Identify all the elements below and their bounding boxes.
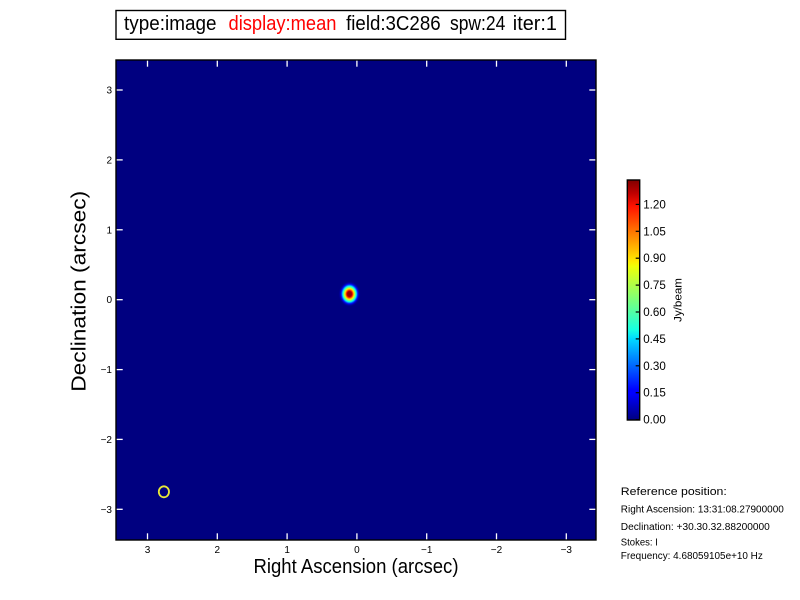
svg-text:Declination: +30.30.32.8820000: Declination: +30.30.32.88200000	[621, 522, 770, 533]
svg-text:1.05: 1.05	[643, 225, 666, 238]
svg-text:2: 2	[106, 155, 112, 166]
svg-text:−3: −3	[101, 505, 113, 516]
svg-text:−2: −2	[101, 435, 113, 446]
svg-text:spw:24: spw:24	[450, 13, 505, 35]
svg-text:field:3C286: field:3C286	[346, 13, 441, 35]
svg-text:2: 2	[215, 545, 221, 556]
svg-text:−2: −2	[491, 545, 503, 556]
svg-text:display:mean: display:mean	[229, 13, 337, 35]
svg-text:type:image: type:image	[124, 13, 217, 35]
svg-text:Declination (arcsec): Declination (arcsec)	[69, 191, 91, 392]
svg-text:0.30: 0.30	[643, 360, 666, 373]
svg-text:0.45: 0.45	[643, 333, 666, 346]
svg-text:Reference position:: Reference position:	[621, 486, 727, 498]
svg-text:0.75: 0.75	[643, 279, 666, 292]
svg-text:3: 3	[145, 545, 151, 556]
svg-text:1: 1	[284, 545, 290, 556]
svg-text:0.00: 0.00	[643, 414, 666, 427]
svg-text:−1: −1	[101, 365, 113, 376]
svg-text:−3: −3	[561, 545, 573, 556]
svg-text:3: 3	[106, 86, 112, 97]
svg-text:Jy/beam: Jy/beam	[673, 278, 685, 322]
svg-text:0.15: 0.15	[643, 387, 666, 400]
svg-text:1: 1	[106, 225, 112, 236]
svg-text:Stokes: I: Stokes: I	[621, 538, 658, 549]
svg-text:Right Ascension (arcsec): Right Ascension (arcsec)	[254, 556, 459, 578]
svg-text:0: 0	[354, 545, 360, 556]
svg-text:iter:1: iter:1	[513, 13, 557, 35]
svg-text:0.60: 0.60	[643, 306, 666, 319]
svg-text:0: 0	[106, 295, 112, 306]
svg-text:1.20: 1.20	[643, 198, 666, 211]
svg-text:−1: −1	[421, 545, 433, 556]
svg-text:Frequency: 4.68059105e+10 Hz: Frequency: 4.68059105e+10 Hz	[621, 551, 763, 562]
svg-text:0.90: 0.90	[643, 252, 666, 265]
svg-text:Right Ascension: 13:31:08.2790: Right Ascension: 13:31:08.27900000	[621, 505, 784, 516]
